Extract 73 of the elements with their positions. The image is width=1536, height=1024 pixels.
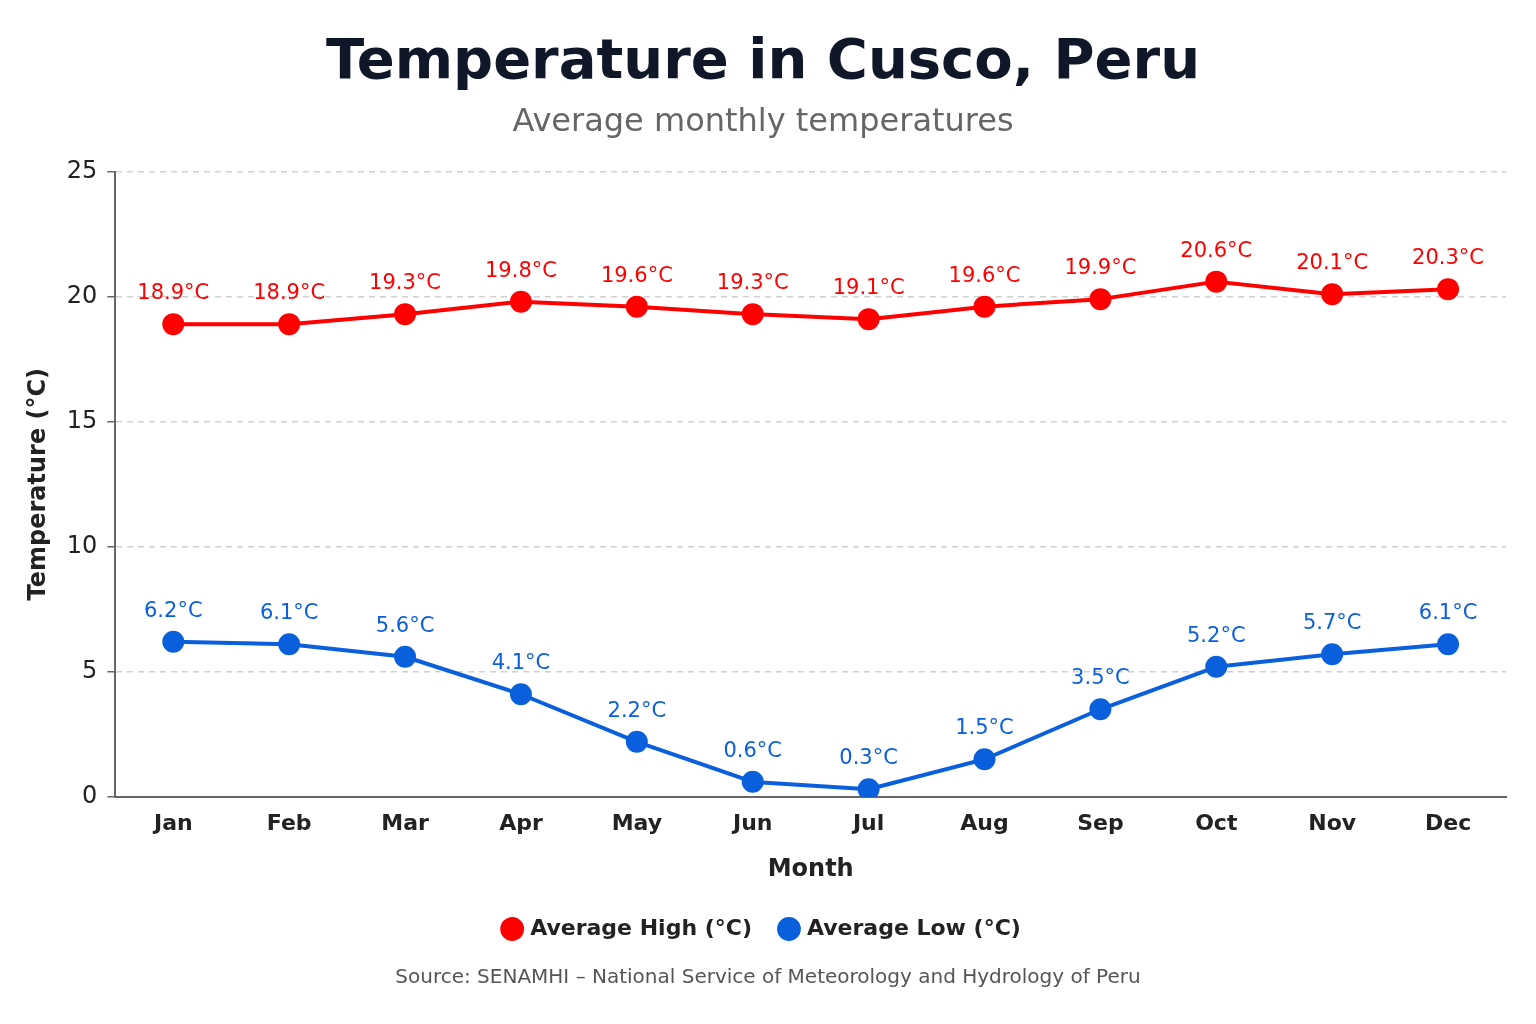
x-tick-label: Aug — [960, 809, 1009, 835]
data-label: 20.6°C — [1180, 237, 1253, 262]
data-label: 18.9°C — [253, 280, 326, 305]
point — [1321, 283, 1344, 306]
x-tick-label: May — [611, 809, 663, 835]
legend-label: Average Low (°C) — [806, 914, 1021, 940]
y-tick-label: 10 — [66, 530, 98, 559]
data-label: 5.7°C — [1302, 610, 1362, 635]
point — [162, 630, 185, 653]
point — [509, 290, 532, 313]
x-tick-label: Jun — [730, 809, 773, 835]
point — [1089, 698, 1112, 721]
data-label: 4.1°C — [491, 650, 551, 675]
y-tick-label: 25 — [66, 155, 98, 184]
chart-subtitle: Average monthly temperatures — [512, 100, 1014, 139]
data-label: 6.1°C — [259, 600, 319, 625]
chart-title: Temperature in Cusco, Peru — [325, 26, 1201, 92]
source-note: Source: SENAMHI – National Service of Meteorology and Hydrology of Peru — [394, 964, 1142, 988]
data-label: 0.6°C — [723, 737, 783, 762]
data-label: 20.1°C — [1296, 250, 1369, 275]
data-label: 1.5°C — [955, 715, 1014, 740]
data-label: 19.6°C — [948, 262, 1021, 287]
x-tick-label: Mar — [381, 809, 429, 835]
data-label: 19.3°C — [369, 270, 442, 295]
x-tick-label: Jan — [151, 809, 193, 835]
data-label: 5.2°C — [1187, 622, 1246, 647]
point — [625, 730, 648, 753]
data-label: 19.1°C — [832, 275, 905, 300]
point — [1321, 643, 1344, 666]
data-label: 20.3°C — [1412, 245, 1485, 270]
point — [1205, 270, 1228, 293]
point — [857, 308, 880, 331]
data-label: 3.5°C — [1071, 665, 1130, 690]
data-label: 6.2°C — [144, 597, 203, 622]
point — [1089, 288, 1112, 311]
point — [857, 778, 880, 797]
y-tick-label: 20 — [66, 280, 98, 309]
x-tick-label: Sep — [1077, 809, 1124, 835]
x-tick-label: Dec — [1424, 809, 1472, 835]
y-tick-label: 0 — [82, 781, 98, 810]
point — [509, 683, 532, 706]
data-label: 18.9°C — [137, 280, 210, 305]
data-label: 19.8°C — [484, 257, 557, 282]
point — [973, 748, 996, 771]
point — [394, 303, 417, 326]
x-axis-title: Month — [767, 853, 854, 882]
data-label: 19.6°C — [600, 262, 673, 287]
x-tick-label: Feb — [266, 809, 312, 835]
point — [394, 645, 417, 668]
data-label: 2.2°C — [607, 697, 667, 722]
data-label: 0.3°C — [839, 745, 898, 770]
point — [278, 313, 301, 336]
point — [625, 295, 648, 318]
point — [741, 303, 764, 326]
point — [741, 770, 764, 793]
data-label: 19.9°C — [1064, 255, 1137, 280]
x-tick-label: Oct — [1195, 809, 1238, 835]
x-tick-label: Apr — [499, 809, 543, 835]
data-label: 5.6°C — [375, 612, 435, 637]
data-label: 6.1°C — [1418, 600, 1478, 625]
x-tick-label: Nov — [1308, 809, 1357, 835]
y-tick-label: 5 — [82, 655, 98, 684]
legend-label: Average High (°C) — [530, 914, 752, 940]
point — [162, 313, 185, 336]
point — [1205, 655, 1228, 678]
data-label: 19.3°C — [716, 270, 789, 295]
point — [278, 633, 301, 656]
y-tick-label: 15 — [66, 405, 98, 434]
point — [1437, 633, 1460, 656]
x-tick-label: Jul — [850, 809, 885, 835]
point — [973, 295, 996, 318]
point — [1437, 278, 1460, 301]
y-axis-title: Temperature (°C) — [22, 367, 51, 601]
